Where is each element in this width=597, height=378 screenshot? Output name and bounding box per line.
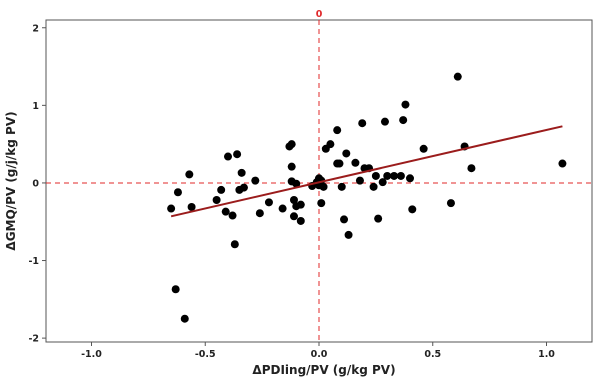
data-point [317,199,326,208]
data-point [371,171,380,180]
data-point [217,185,226,194]
x-tick-label: 1.0 [538,349,555,360]
zero-reference-label: 0 [316,9,323,20]
y-tick-label: 1 [32,101,39,112]
data-point [378,178,387,187]
data-point [383,171,392,180]
x-axis-ticks: -1.0 -0.5 0.0 0.5 1.0 [81,342,555,360]
data-points [167,72,567,323]
data-point [173,188,182,197]
data-point [228,211,237,220]
data-point [212,196,221,205]
y-tick-label: 0 [32,178,39,189]
data-point [319,182,328,191]
y-axis-ticks: -2 -1 0 1 2 [28,23,46,345]
x-tick-label: -0.5 [195,349,216,360]
data-point [255,209,264,218]
x-tick-label: 0.5 [424,349,441,360]
data-point [180,314,189,323]
data-point [289,196,298,205]
data-point [453,72,462,81]
x-tick-label: 0.0 [311,349,328,360]
data-point [296,200,305,209]
x-axis-title: ΔPDIing/PV (g/kg PV) [252,363,395,377]
data-point [380,117,389,126]
data-point [296,216,305,225]
data-point [558,159,567,168]
data-point [337,182,346,191]
data-point [224,152,232,161]
data-point [390,171,399,180]
data-point [446,199,455,208]
data-point [251,176,260,185]
data-point [401,100,410,109]
data-point [358,119,367,128]
x-tick-label: -1.0 [81,349,102,360]
data-point [369,182,378,191]
data-point [467,164,476,173]
data-point [344,230,353,239]
data-point [351,158,360,167]
y-tick-label: -1 [28,256,39,267]
data-point [221,207,230,216]
data-point [326,140,335,149]
data-point [399,116,408,125]
data-point [374,214,383,223]
data-point [406,174,414,183]
data-point [287,162,296,171]
data-point [278,204,287,213]
data-point [230,240,239,249]
data-point [292,179,301,188]
data-point [233,150,242,159]
data-point [408,205,417,214]
data-point [335,159,344,168]
data-point [264,198,273,207]
data-point [167,204,176,213]
data-point [185,170,194,179]
y-axis-title: ΔGMQ/PV (g/j/kg PV) [4,111,18,250]
data-point [239,183,248,192]
y-tick-label: -2 [28,334,39,345]
regression-line [170,125,563,218]
data-point [287,140,296,149]
data-point [342,149,351,158]
data-point [237,168,246,177]
data-point [355,176,364,185]
data-point [171,285,180,294]
data-point [419,144,428,153]
data-point [289,212,298,221]
y-tick-label: 2 [32,23,39,34]
data-point [187,202,196,211]
data-point [333,126,342,135]
data-point [396,171,405,180]
data-point [340,215,349,224]
